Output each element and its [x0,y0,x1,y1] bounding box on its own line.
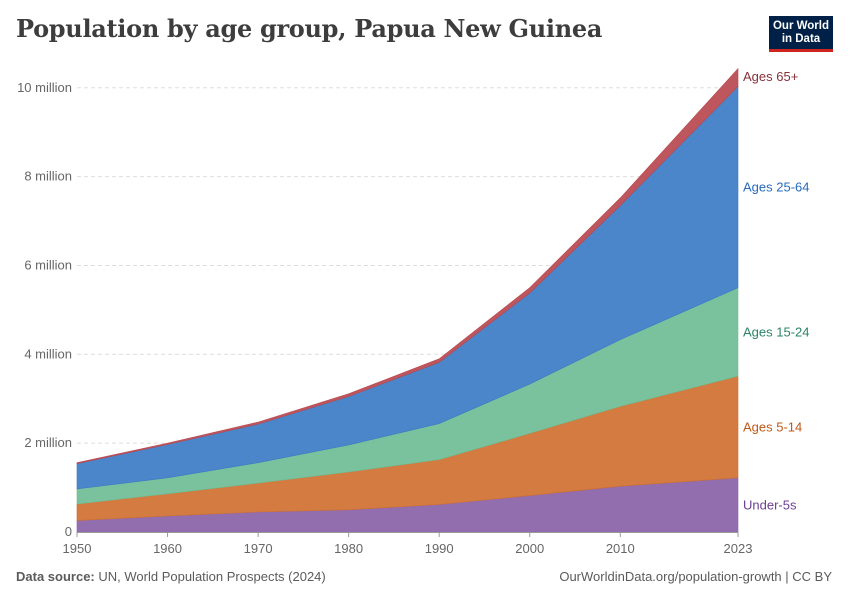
y-tick-label: 10 million [17,80,72,95]
logo-line-2: in Data [781,33,821,45]
series-label: Ages 25-64 [743,180,810,195]
y-tick-label: 0 [65,524,72,539]
axis-layer: 0 2 million 4 million 6 million 8 million 10 … [17,80,752,556]
x-tick-label: 1960 [153,541,182,556]
x-tick-label: 1950 [63,541,92,556]
x-tick-label: 2010 [606,541,635,556]
y-tick-label: 6 million [24,257,72,272]
series-label: Under-5s [743,497,797,512]
series-label: Ages 65+ [743,69,798,84]
data-source-label: Data source: [16,569,95,584]
chart-title: Population by age group, Papua New Guine… [16,14,603,43]
x-tick-label: 1990 [425,541,454,556]
x-tick-label: 2000 [515,541,544,556]
y-tick-label: 2 million [24,435,72,450]
data-source: Data source: UN, World Population Prospe… [16,569,326,584]
source-url-link[interactable]: OurWorldinData.org/population-growth | C… [559,569,832,584]
y-tick-label: 8 million [24,169,72,184]
data-source-text: UN, World Population Prospects (2024) [98,569,326,584]
x-tick-label: 1970 [244,541,273,556]
x-tick-label: 1980 [334,541,363,556]
series-label: Ages 15-24 [743,324,810,339]
area-ages-65-[interactable] [76,67,739,464]
series-label: Ages 5-14 [743,419,802,434]
area-layer [76,67,739,533]
y-tick-label: 4 million [24,346,72,361]
series-label-layer: Under-5s Ages 5-14 Ages 15-24 Ages 25-64 Age… [743,69,810,512]
owid-logo[interactable]: Our World in Data [769,16,833,52]
x-tick-label: 2023 [724,541,753,556]
logo-line-1: Our World [772,20,829,32]
